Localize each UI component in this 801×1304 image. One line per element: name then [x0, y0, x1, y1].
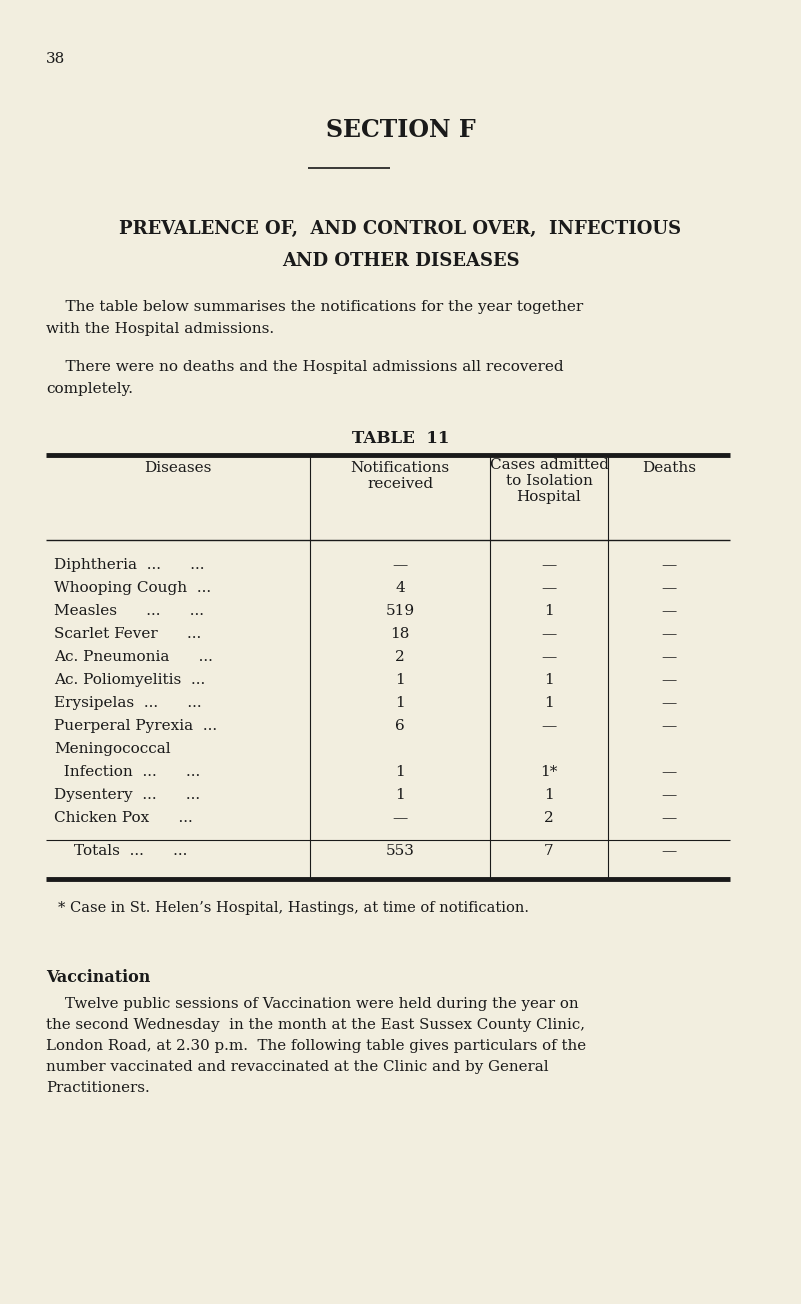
Text: —: — — [392, 811, 408, 825]
Text: 7: 7 — [544, 844, 553, 858]
Text: —: — — [662, 719, 677, 733]
Text: 1: 1 — [544, 604, 553, 618]
Text: Meningococcal: Meningococcal — [54, 742, 171, 756]
Text: —: — — [662, 811, 677, 825]
Text: —: — — [662, 604, 677, 618]
Text: AND OTHER DISEASES: AND OTHER DISEASES — [282, 252, 519, 270]
Text: —: — — [541, 649, 557, 664]
Text: Diphtheria  ...      ...: Diphtheria ... ... — [54, 558, 204, 572]
Text: —: — — [392, 558, 408, 572]
Text: —: — — [662, 673, 677, 687]
Text: Vaccination: Vaccination — [46, 969, 151, 986]
Text: 38: 38 — [46, 52, 65, 67]
Text: 1: 1 — [395, 788, 405, 802]
Text: Ac. Pneumonia      ...: Ac. Pneumonia ... — [54, 649, 213, 664]
Text: —: — — [541, 719, 557, 733]
Text: —: — — [662, 558, 677, 572]
Text: —: — — [662, 649, 677, 664]
Text: 519: 519 — [385, 604, 415, 618]
Text: Puerperal Pyrexia  ...: Puerperal Pyrexia ... — [54, 719, 217, 733]
Text: SECTION F: SECTION F — [326, 117, 475, 142]
Text: —: — — [662, 788, 677, 802]
Text: Diseases: Diseases — [144, 462, 211, 475]
Text: The table below summarises the notifications for the year together: The table below summarises the notificat… — [46, 300, 583, 314]
Text: TABLE  11: TABLE 11 — [352, 430, 449, 447]
Text: Practitioners.: Practitioners. — [46, 1081, 150, 1095]
Text: —: — — [541, 627, 557, 642]
Text: Infection  ...      ...: Infection ... ... — [54, 765, 200, 778]
Text: 1: 1 — [395, 765, 405, 778]
Text: —: — — [662, 696, 677, 709]
Text: 1: 1 — [544, 696, 553, 709]
Text: Totals  ...      ...: Totals ... ... — [74, 844, 187, 858]
Text: 2: 2 — [395, 649, 405, 664]
Text: 2: 2 — [544, 811, 553, 825]
Text: —: — — [662, 582, 677, 595]
Text: 1: 1 — [544, 788, 553, 802]
Text: There were no deaths and the Hospital admissions all recovered: There were no deaths and the Hospital ad… — [46, 360, 564, 374]
Text: Twelve public sessions of Vaccination were held during the year on: Twelve public sessions of Vaccination we… — [46, 998, 578, 1011]
Text: 1: 1 — [544, 673, 553, 687]
Text: Whooping Cough  ...: Whooping Cough ... — [54, 582, 211, 595]
Text: with the Hospital admissions.: with the Hospital admissions. — [46, 322, 274, 336]
Text: —: — — [662, 627, 677, 642]
Text: London Road, at 2.30 p.m.  The following table gives particulars of the: London Road, at 2.30 p.m. The following … — [46, 1039, 586, 1054]
Text: —: — — [662, 844, 677, 858]
Text: 1: 1 — [395, 673, 405, 687]
Text: the second Wednesday  in the month at the East Sussex County Clinic,: the second Wednesday in the month at the… — [46, 1018, 585, 1031]
Text: Chicken Pox      ...: Chicken Pox ... — [54, 811, 193, 825]
Text: 1*: 1* — [541, 765, 557, 778]
Text: 1: 1 — [395, 696, 405, 709]
Text: number vaccinated and revaccinated at the Clinic and by General: number vaccinated and revaccinated at th… — [46, 1060, 549, 1074]
Text: Erysipelas  ...      ...: Erysipelas ... ... — [54, 696, 202, 709]
Text: Cases admitted
to Isolation
Hospital: Cases admitted to Isolation Hospital — [489, 458, 609, 505]
Text: 553: 553 — [385, 844, 414, 858]
Text: * Case in St. Helen’s Hospital, Hastings, at time of notification.: * Case in St. Helen’s Hospital, Hastings… — [58, 901, 529, 915]
Text: 6: 6 — [395, 719, 405, 733]
Text: Measles      ...      ...: Measles ... ... — [54, 604, 204, 618]
Text: —: — — [662, 765, 677, 778]
Text: —: — — [541, 558, 557, 572]
Text: —: — — [541, 582, 557, 595]
Text: 18: 18 — [390, 627, 409, 642]
Text: Scarlet Fever      ...: Scarlet Fever ... — [54, 627, 201, 642]
Text: Dysentery  ...      ...: Dysentery ... ... — [54, 788, 200, 802]
Text: Ac. Poliomyelitis  ...: Ac. Poliomyelitis ... — [54, 673, 205, 687]
Text: completely.: completely. — [46, 382, 133, 396]
Text: Notifications
received: Notifications received — [351, 462, 449, 492]
Text: 4: 4 — [395, 582, 405, 595]
Text: PREVALENCE OF,  AND CONTROL OVER,  INFECTIOUS: PREVALENCE OF, AND CONTROL OVER, INFECTI… — [119, 220, 682, 239]
Text: Deaths: Deaths — [642, 462, 696, 475]
